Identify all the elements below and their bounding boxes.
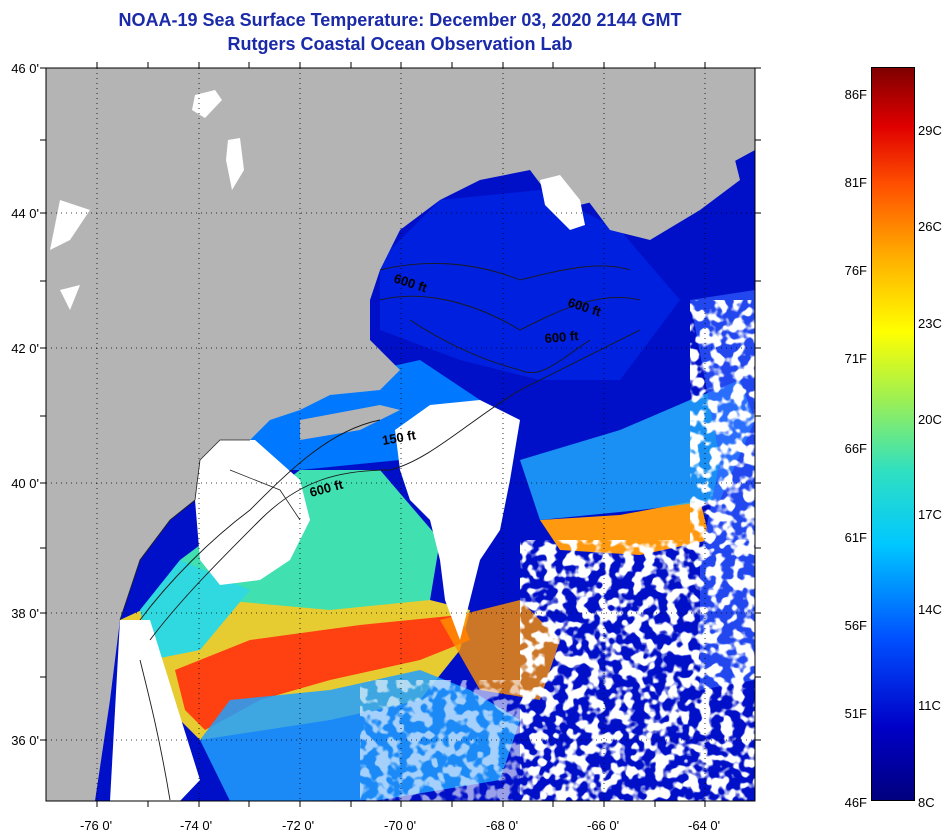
contour-label: 600 ft bbox=[544, 328, 580, 346]
lat-label: 36 0' bbox=[11, 733, 39, 748]
lat-label: 42 0' bbox=[11, 341, 39, 356]
lon-label: -72 0' bbox=[282, 818, 315, 833]
map-title: NOAA-19 Sea Surface Temperature: Decembe… bbox=[118, 10, 682, 30]
colorbar-c-label: 17C bbox=[918, 507, 942, 522]
colorbar-c-label: 20C bbox=[918, 412, 942, 427]
tick-marks bbox=[40, 62, 761, 807]
colorbar-f-label: 86F bbox=[844, 87, 867, 102]
map-subtitle: Rutgers Coastal Ocean Observation Lab bbox=[227, 34, 573, 54]
lon-label: -68 0' bbox=[486, 818, 519, 833]
colorbar-f-label: 46F bbox=[844, 795, 867, 810]
lat-label: 38 0' bbox=[11, 606, 39, 621]
colorbar-c-label: 11C bbox=[918, 698, 941, 713]
colorbar-f-label: 61F bbox=[844, 530, 867, 545]
colorbar-c-label: 8C bbox=[918, 795, 935, 810]
bathymetry-contours bbox=[139, 263, 641, 801]
lon-label: -76 0' bbox=[80, 818, 113, 833]
lon-label: -64 0' bbox=[688, 818, 721, 833]
lat-label: 40 0' bbox=[11, 476, 39, 491]
colorbar-c-label: 29C bbox=[918, 123, 942, 138]
graticule bbox=[46, 68, 755, 801]
lat-label: 46 0' bbox=[11, 61, 39, 76]
colorbar-f-label: 51F bbox=[844, 706, 867, 721]
lon-label: -70 0' bbox=[384, 818, 417, 833]
lon-label: -74 0' bbox=[180, 818, 213, 833]
lat-label: 44 0' bbox=[11, 206, 39, 221]
colorbar-c-label: 26C bbox=[918, 219, 942, 234]
land-area bbox=[46, 68, 755, 620]
lon-label: -66 0' bbox=[587, 818, 620, 833]
colorbar-f-label: 56F bbox=[844, 618, 867, 633]
colorbar-f-label: 66F bbox=[844, 441, 867, 456]
colorbar-c-label: 23C bbox=[918, 316, 942, 331]
colorbar-f-label: 76F bbox=[844, 263, 867, 278]
temperature-colorbar bbox=[871, 67, 915, 801]
contour-label: 150 ft bbox=[381, 427, 418, 448]
colorbar-c-label: 14C bbox=[918, 602, 942, 617]
cloud-mask bbox=[395, 400, 520, 640]
colorbar-f-label: 81F bbox=[844, 175, 867, 190]
colorbar-f-label: 71F bbox=[844, 351, 867, 366]
